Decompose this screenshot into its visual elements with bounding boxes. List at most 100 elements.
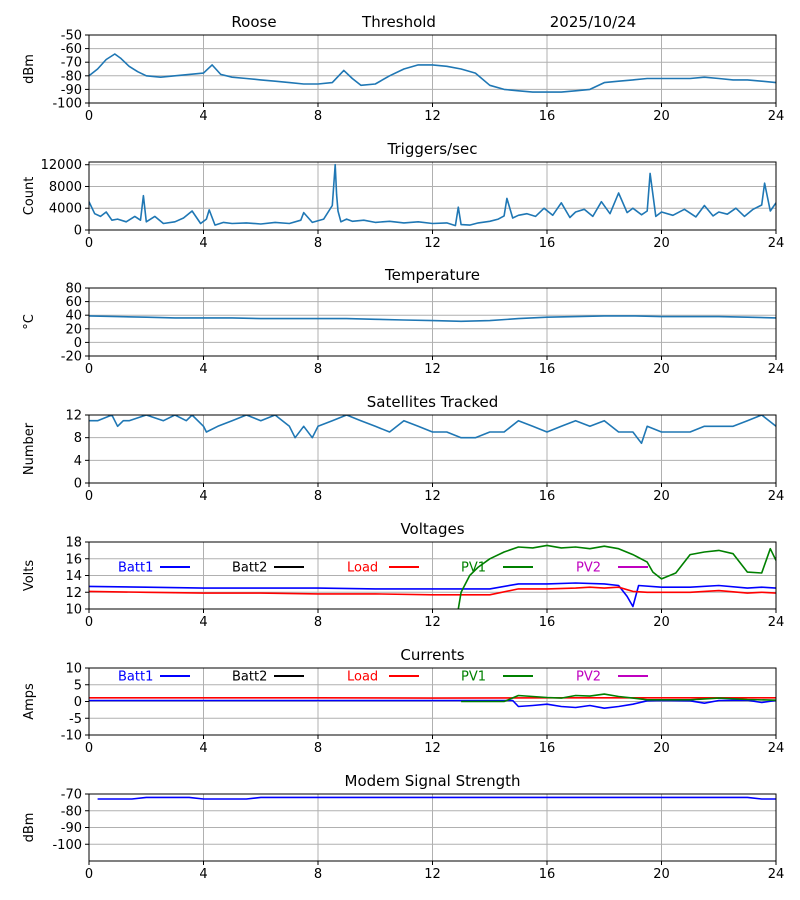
- chart-title: Voltages: [400, 520, 464, 538]
- x-tick-label: 4: [199, 362, 207, 377]
- y-tick-label: -90: [61, 821, 82, 836]
- x-tick-label: 4: [199, 615, 207, 630]
- x-tick-label: 8: [314, 741, 322, 756]
- x-tick-label: 0: [85, 741, 93, 756]
- plot-frame: [88, 287, 777, 357]
- series-line-modem: [97, 796, 776, 800]
- legend-label-batt2: Batt2: [232, 561, 267, 576]
- x-tick-label: 20: [653, 109, 670, 124]
- y-tick-label: -80: [61, 69, 82, 84]
- figure-header: Roose Threshold 2025/10/24: [231, 13, 636, 31]
- x-tick-label: 24: [768, 741, 785, 756]
- y-axis-label: dBm: [22, 54, 37, 84]
- y-tick-label: 12: [65, 586, 82, 601]
- chart-modem: 0 4 8 12 16 20 24 -70-80 -90 -100 Modem Signal Str…: [22, 772, 784, 882]
- legend-label-batt2: Batt2: [232, 670, 267, 685]
- x-tick-label: 16: [539, 362, 556, 377]
- x-tick-label: 20: [653, 489, 670, 504]
- legend-label-pv1: PV1: [461, 561, 486, 576]
- y-axis-label: Amps: [22, 683, 37, 720]
- y-tick-label: -70: [61, 788, 82, 803]
- x-tick-label: 8: [314, 867, 322, 882]
- y-axis-label: Number: [22, 422, 37, 475]
- series-line-pv1: [461, 693, 776, 703]
- chart-title: Modem Signal Strength: [345, 772, 521, 790]
- y-tick-label: 80: [65, 282, 82, 297]
- x-tick-label: 4: [199, 867, 207, 882]
- y-tick-label: 18: [65, 536, 82, 551]
- chart-triggers: 0 4 8 12 16 20 24 0 4000 8000 12000 Triggers/sec Cou…: [22, 140, 784, 251]
- y-tick-label: 5: [74, 678, 82, 693]
- x-tick-label: 12: [424, 236, 441, 251]
- y-axis-label: dBm: [22, 813, 37, 843]
- plot-frame: [88, 793, 777, 862]
- x-tick-label: 24: [768, 489, 785, 504]
- y-tick-label: -50: [61, 29, 82, 44]
- x-tick-label: 16: [539, 615, 556, 630]
- legend-label-pv2: PV2: [576, 670, 601, 685]
- y-tick-label: -100: [52, 97, 82, 112]
- x-tick-label: 20: [653, 236, 670, 251]
- series-line-signal: [89, 53, 776, 93]
- x-tick-label: 20: [653, 741, 670, 756]
- plot-frame: [88, 161, 777, 231]
- x-tick-label: 8: [314, 489, 322, 504]
- plot-frame: [88, 667, 777, 736]
- y-tick-label: 0: [74, 695, 82, 710]
- x-tick-label: 0: [85, 109, 93, 124]
- x-tick-label: 0: [85, 489, 93, 504]
- x-tick-label: 4: [199, 236, 207, 251]
- chart-title: Currents: [400, 646, 464, 664]
- series-line-batt1: [89, 699, 776, 710]
- y-tick-label: -80: [61, 804, 82, 819]
- y-tick-label: 0: [74, 477, 82, 492]
- y-tick-label: 8000: [49, 180, 82, 195]
- y-tick-label: -5: [69, 712, 82, 727]
- x-tick-label: 8: [314, 362, 322, 377]
- x-tick-label: 16: [539, 236, 556, 251]
- legend-label-load: Load: [347, 561, 378, 576]
- x-tick-label: 8: [314, 236, 322, 251]
- chart-title: Temperature: [384, 266, 480, 284]
- legend-label-load: Load: [347, 670, 378, 685]
- x-tick-label: 0: [85, 615, 93, 630]
- x-tick-label: 24: [768, 362, 785, 377]
- x-tick-label: 4: [199, 109, 207, 124]
- x-tick-label: 8: [314, 615, 322, 630]
- y-tick-label: 8: [74, 431, 82, 446]
- y-axis-label: °C: [22, 314, 37, 330]
- x-tick-label: 24: [768, 615, 785, 630]
- y-tick-label: 40: [65, 309, 82, 324]
- x-tick-label: 12: [424, 867, 441, 882]
- y-tick-label: 14: [65, 569, 82, 584]
- plot-frame: [88, 414, 777, 484]
- x-tick-label: 16: [539, 741, 556, 756]
- x-tick-label: 12: [424, 489, 441, 504]
- chart-title: Satellites Tracked: [367, 393, 498, 411]
- y-tick-label: 10: [65, 603, 82, 618]
- header-mode: Threshold: [361, 13, 436, 31]
- y-tick-label: -100: [52, 838, 82, 853]
- y-tick-label: 60: [65, 295, 82, 310]
- y-tick-label: 0: [74, 224, 82, 239]
- plot-frame: [88, 541, 777, 610]
- y-tick-label: 12: [65, 409, 82, 424]
- x-tick-label: 0: [85, 362, 93, 377]
- series-line-pv1: [457, 544, 776, 609]
- legend-label-batt1: Batt1: [118, 561, 153, 576]
- x-tick-label: 20: [653, 867, 670, 882]
- legend-label-pv2: PV2: [576, 561, 601, 576]
- x-tick-label: 12: [424, 362, 441, 377]
- y-tick-label: 12000: [41, 158, 82, 173]
- y-tick-label: 4: [74, 454, 82, 469]
- y-tick-label: 10: [65, 662, 82, 677]
- x-tick-label: 16: [539, 489, 556, 504]
- x-tick-label: 24: [768, 236, 785, 251]
- y-axis-label: Count: [22, 177, 37, 216]
- x-tick-label: 20: [653, 615, 670, 630]
